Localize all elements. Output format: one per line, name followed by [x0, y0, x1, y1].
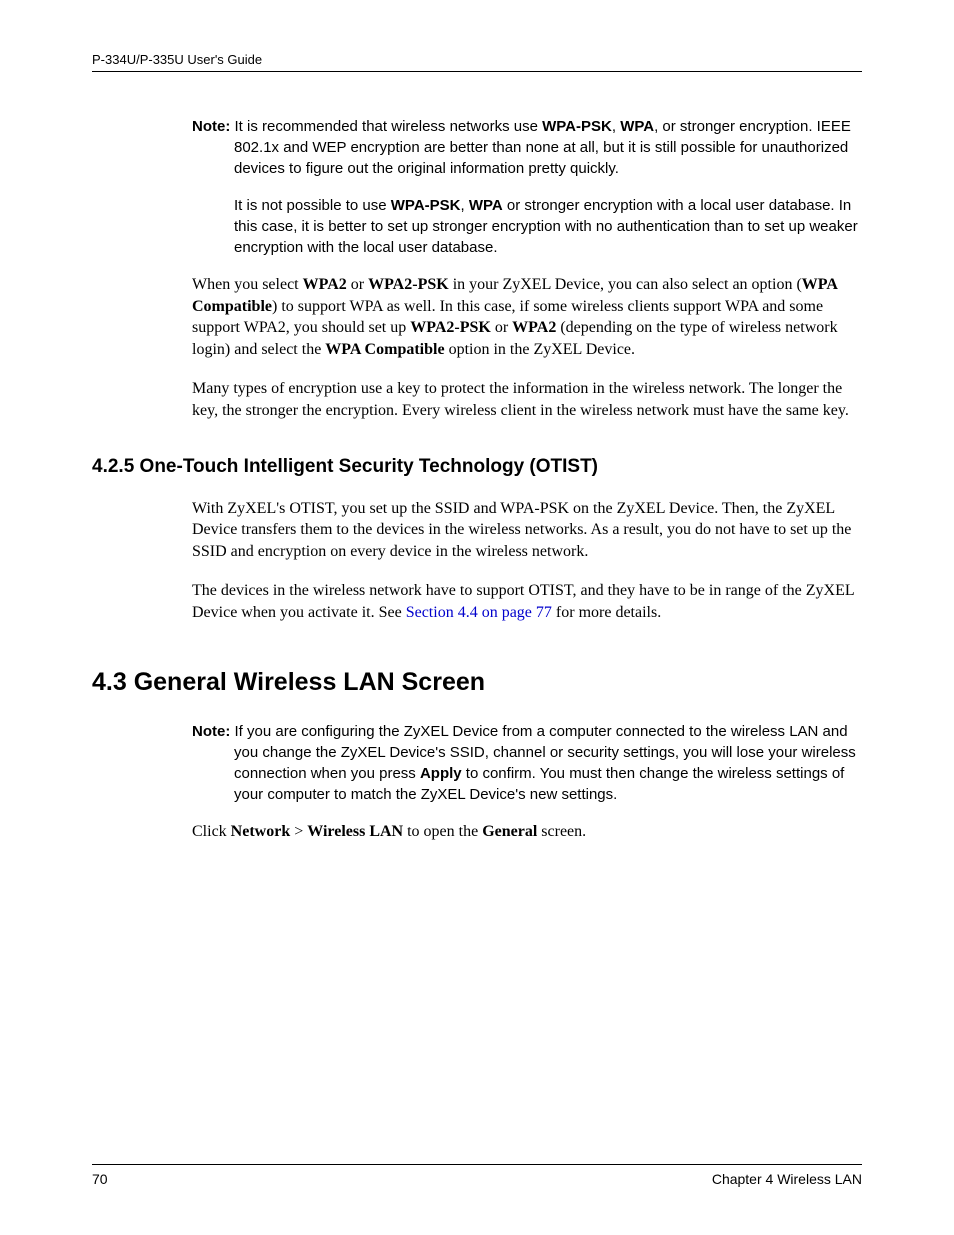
s43-p1-e: to open the	[403, 823, 482, 840]
p2: Many types of encryption use a key to pr…	[192, 380, 849, 419]
note-block-2: Note: If you are configuring the ZyXEL D…	[192, 721, 862, 805]
chapter-label: Chapter 4 Wireless LAN	[712, 1171, 862, 1187]
s425-p2-b: for more details.	[552, 604, 661, 621]
p1-b: WPA2	[303, 276, 347, 293]
s43-p1-f: General	[482, 823, 537, 840]
p1-m: option in the ZyXEL Device.	[445, 341, 635, 358]
header-title: P-334U/P-335U User's Guide	[92, 52, 262, 67]
note1-p1-a: It is recommended that wireless networks…	[230, 118, 542, 135]
page-header: P-334U/P-335U User's Guide	[92, 52, 862, 72]
p1-l: WPA Compatible	[325, 341, 444, 358]
heading-4-3: 4.3 General Wireless LAN Screen	[92, 668, 862, 697]
s43-p1-g: screen.	[537, 823, 586, 840]
s43-note-b: Apply	[420, 765, 462, 782]
note1-p2-a: It is not possible to use	[234, 197, 391, 214]
s43-p1-a: Click	[192, 823, 231, 840]
body-paragraph-1: When you select WPA2 or WPA2-PSK in your…	[192, 274, 862, 360]
note1-p2-c: ,	[461, 197, 469, 214]
p1-j: WPA2	[512, 319, 556, 336]
p1-h: WPA2-PSK	[410, 319, 491, 336]
p1-c: or	[347, 276, 368, 293]
p1-i: or	[491, 319, 512, 336]
body-paragraph-2: Many types of encryption use a key to pr…	[192, 378, 862, 421]
section425-p1: With ZyXEL's OTIST, you set up the SSID …	[192, 498, 862, 563]
note1-p2-b: WPA-PSK	[391, 197, 461, 214]
note1-p2-d: WPA	[469, 197, 503, 214]
p1-a: When you select	[192, 276, 303, 293]
document-page: P-334U/P-335U User's Guide Note: It is r…	[0, 0, 954, 1235]
heading-4-2-5: 4.2.5 One-Touch Intelligent Security Tec…	[92, 456, 862, 478]
section425-p2: The devices in the wireless network have…	[192, 580, 862, 623]
note1-p1-c: ,	[612, 118, 620, 135]
note-block-1: Note: It is recommended that wireless ne…	[192, 116, 862, 179]
s43-p1-d: Wireless LAN	[307, 823, 403, 840]
note-block-1b: It is not possible to use WPA-PSK, WPA o…	[192, 195, 862, 258]
note-label: Note:	[192, 118, 230, 135]
section43-p1: Click Network > Wireless LAN to open the…	[192, 821, 862, 843]
p1-e: in your ZyXEL Device, you can also selec…	[449, 276, 802, 293]
page-number: 70	[92, 1171, 108, 1187]
s43-p1-c: >	[290, 823, 307, 840]
s43-p1-b: Network	[231, 823, 291, 840]
page-footer: 70 Chapter 4 Wireless LAN	[92, 1164, 862, 1187]
note1-p1-d: WPA	[620, 118, 654, 135]
note1-p1-b: WPA-PSK	[542, 118, 612, 135]
p1-d: WPA2-PSK	[368, 276, 449, 293]
note-label-2: Note:	[192, 723, 230, 740]
cross-ref-link[interactable]: Section 4.4 on page 77	[406, 604, 552, 621]
s425-p1: With ZyXEL's OTIST, you set up the SSID …	[192, 500, 851, 560]
